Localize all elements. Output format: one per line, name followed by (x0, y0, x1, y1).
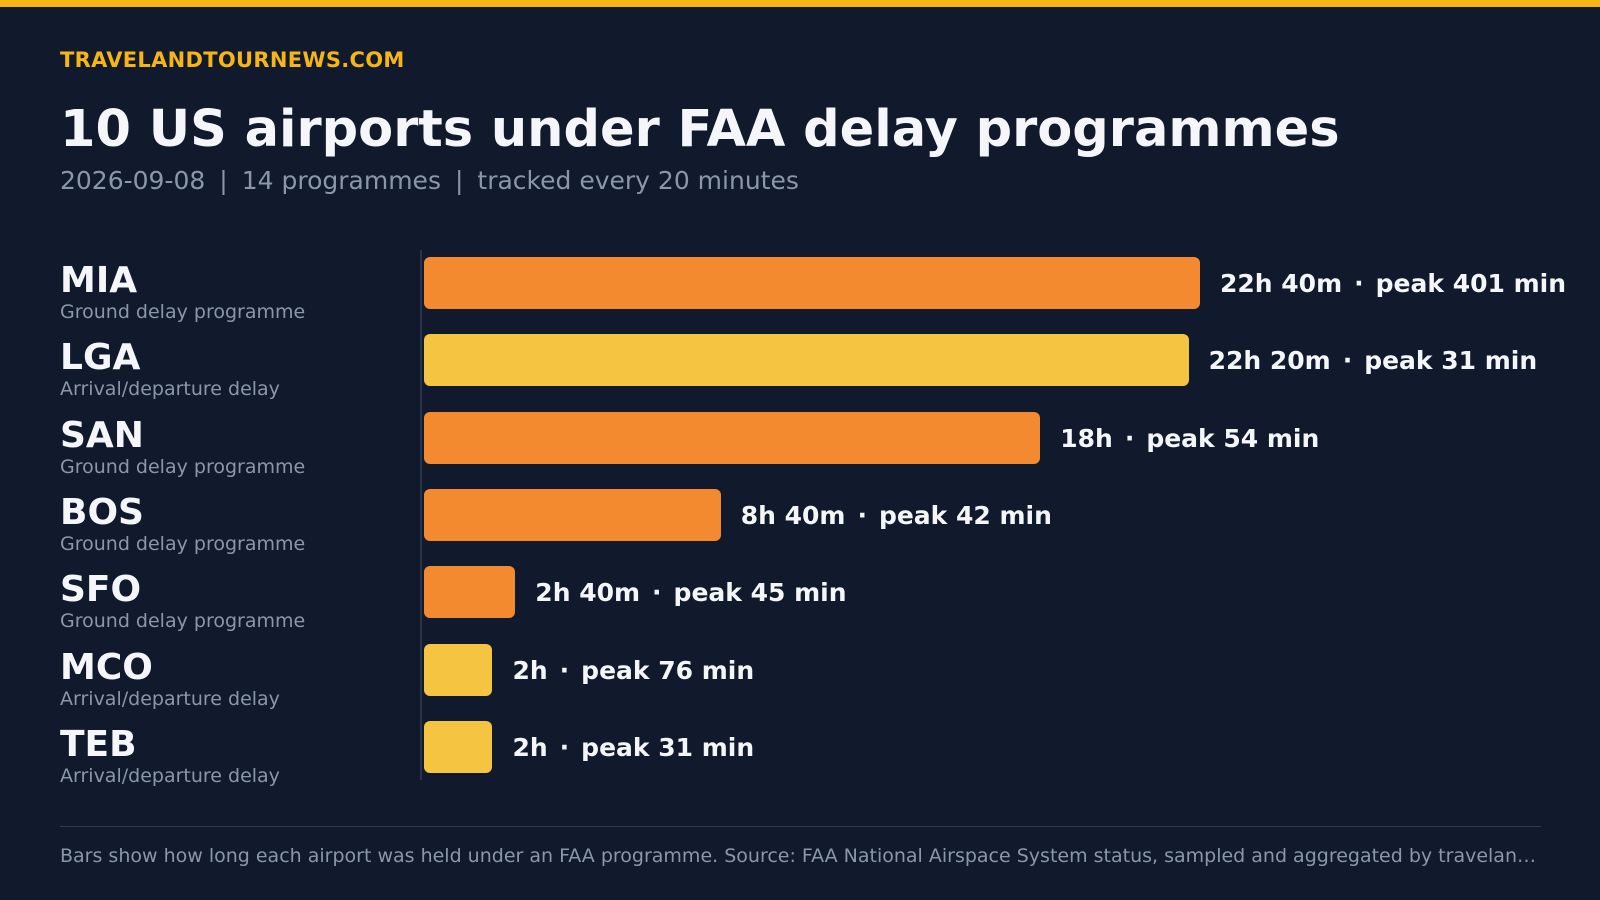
brand-name: TRAVELANDTOURNEWS.COM (60, 48, 405, 72)
programme-type: Arrival/departure delay (60, 687, 280, 710)
peak-label: peak 76 min (581, 655, 755, 685)
peak-label: peak 31 min (1364, 346, 1538, 376)
duration-bar (424, 334, 1189, 387)
airport-code: LGA (60, 337, 141, 379)
label-separator: · (857, 500, 867, 530)
bar-value-label: 2h 40m · peak 45 min (535, 580, 846, 605)
subtitle-separator: | (454, 166, 464, 195)
peak-label: peak 401 min (1375, 269, 1566, 298)
bar-value-label: 18h · peak 54 min (1060, 426, 1319, 451)
duration-bar (424, 411, 1041, 464)
footer-divider (60, 826, 1541, 827)
label-separator: · (1124, 423, 1135, 453)
airport-code: MCO (60, 646, 153, 688)
peak-label: peak 42 min (878, 500, 1052, 530)
bar-value-label: 22h 40m · peak 401 min (1220, 271, 1566, 296)
programme-type: Ground delay programme (60, 301, 306, 323)
duration-label: 2h (512, 732, 548, 762)
airport-code: MIA (60, 260, 138, 301)
duration-bar (424, 257, 1200, 309)
duration-label: 2h (512, 655, 548, 685)
airport-code: BOS (60, 491, 144, 533)
label-separator: · (1354, 269, 1364, 298)
airport-code: TEB (60, 723, 137, 765)
peak-label: peak 45 min (673, 578, 847, 608)
bar-value-label: 8h 40m · peak 42 min (741, 503, 1052, 528)
label-separator: · (1342, 346, 1353, 376)
duration-bar (424, 488, 721, 541)
programme-type: Ground delay programme (60, 532, 306, 555)
label-separator: · (559, 732, 570, 762)
label-separator: · (559, 655, 570, 685)
peak-label: peak 31 min (581, 732, 755, 762)
bar-value-label: 2h · peak 31 min (512, 735, 754, 760)
duration-bar (424, 720, 493, 773)
label-separator: · (652, 578, 662, 608)
chart-title: 10 US airports under FAA delay programme… (60, 100, 1340, 159)
programme-type: Arrival/departure delay (60, 764, 280, 787)
duration-label: 8h 40m (740, 500, 846, 530)
duration-label: 2h 40m (535, 578, 641, 608)
subtitle-frequency: tracked every 20 minutes (477, 166, 799, 195)
chart-subtitle: 2026-09-08 | 14 programmes | tracked every 2… (60, 166, 799, 195)
top-accent-strip (0, 0, 1600, 7)
programme-type: Ground delay programme (60, 610, 306, 633)
airport-code: SFO (60, 569, 142, 611)
duration-label: 18h (1060, 423, 1113, 453)
programme-type: Ground delay programme (60, 455, 306, 478)
programme-type: Arrival/departure delay (60, 378, 280, 401)
peak-label: peak 54 min (1146, 423, 1320, 453)
subtitle-separator: | (219, 166, 228, 195)
subtitle-programmes: 14 programmes (241, 166, 441, 195)
subtitle-date: 2026-09-08 (60, 166, 206, 195)
bar-value-label: 2h · peak 76 min (512, 658, 754, 683)
duration-bar (424, 643, 493, 696)
bar-value-label: 22h 20m · peak 31 min (1209, 348, 1538, 373)
duration-label: 22h 20m (1208, 346, 1331, 376)
airport-code: SAN (60, 414, 144, 456)
chart-baseline (420, 250, 422, 780)
duration-bar (424, 566, 516, 619)
footnote: Bars show how long each airport was held… (60, 845, 1541, 867)
duration-label: 22h 40m (1220, 269, 1343, 298)
